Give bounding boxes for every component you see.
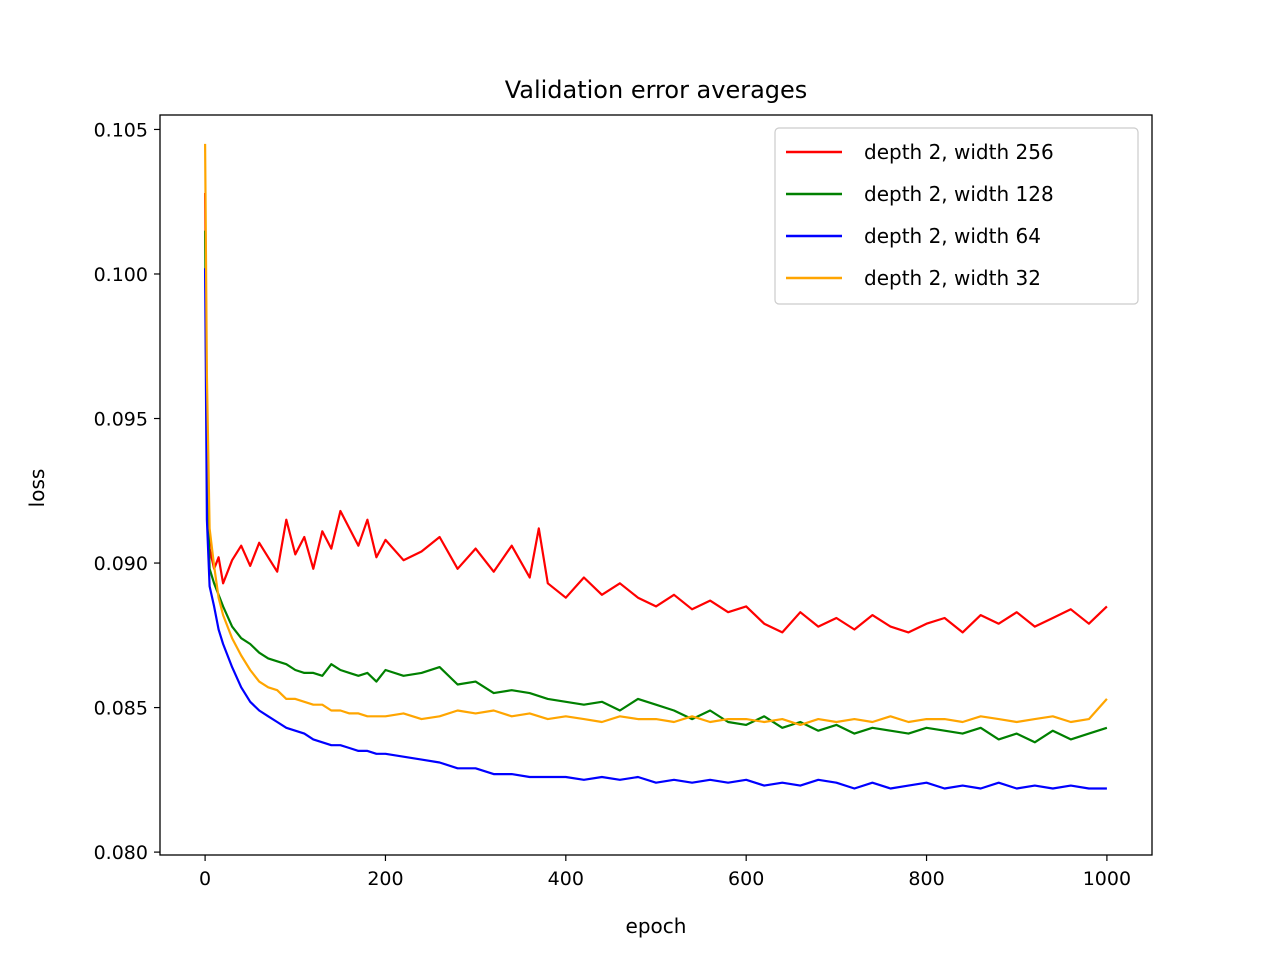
x-tick-label: 600 (728, 868, 764, 890)
series-line-2 (204, 268, 1107, 790)
y-tick-label: 0.100 (94, 264, 148, 286)
legend-box (774, 127, 1139, 305)
x-axis-label: epoch (626, 914, 687, 938)
y-tick-label: 0.095 (94, 409, 148, 431)
x-tick-label: 200 (367, 868, 403, 890)
y-axis-label: loss (25, 469, 49, 508)
legend-label-0: depth 2, width 256 (864, 140, 1054, 164)
legend-label-1: depth 2, width 128 (864, 182, 1054, 206)
plot-frame (159, 114, 1153, 856)
chart-title: Validation error averages (505, 76, 808, 104)
series-line-1 (204, 230, 1108, 744)
y-tick-label: 0.080 (94, 842, 148, 864)
y-axis: 0.080 0.085 0.090 0.095 0.100 0.105 (94, 119, 160, 864)
y-tick-label: 0.105 (94, 119, 148, 141)
y-tick-label: 0.090 (94, 553, 148, 575)
legend-label-3: depth 2, width 32 (864, 266, 1041, 290)
series-line-3 (204, 143, 1108, 727)
x-tick-label: 400 (548, 868, 584, 890)
plot-lines (204, 143, 1108, 790)
x-tick-label: 1000 (1083, 868, 1131, 890)
legend-label-2: depth 2, width 64 (864, 224, 1041, 248)
x-tick-label: 0 (199, 868, 211, 890)
x-axis: 0 200 400 600 800 1000 (199, 855, 1131, 890)
series-line-0 (204, 192, 1108, 634)
legend: depth 2, width 256 depth 2, width 128 dept… (774, 127, 1139, 305)
y-tick-label: 0.085 (94, 698, 148, 720)
x-tick-label: 800 (908, 868, 944, 890)
